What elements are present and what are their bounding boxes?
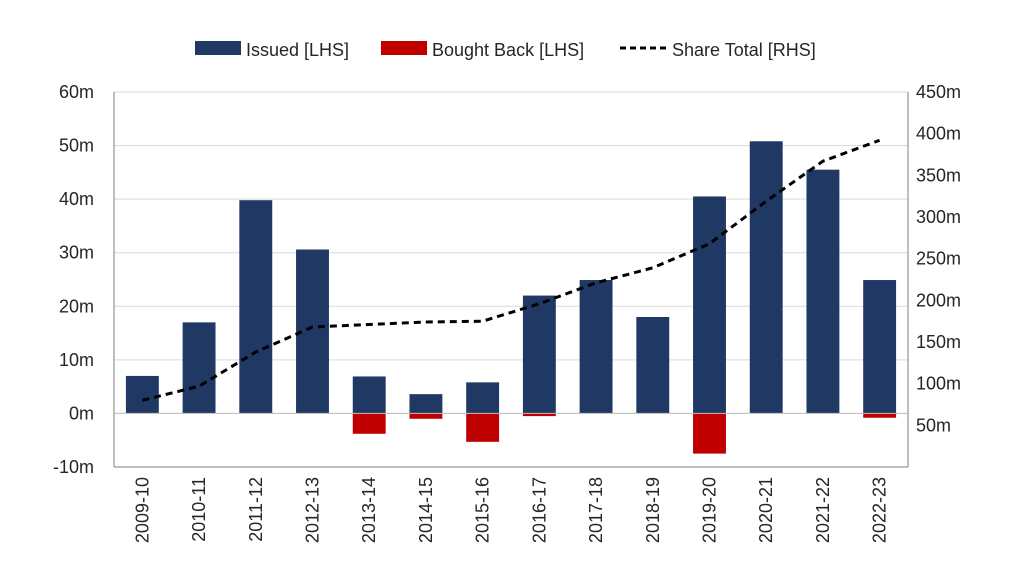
- legend-label-share-total: Share Total [RHS]: [672, 40, 816, 60]
- x-tick-label: 2009-10: [132, 477, 152, 543]
- left-tick-label: 60m: [59, 82, 94, 102]
- bar-issued: [693, 196, 726, 414]
- right-tick-label: 300m: [916, 207, 961, 227]
- bar-bought-back: [522, 413, 556, 417]
- x-axis-ticks: 2009-10 2010-11 2011-12 2012-13 2013-14 2014-…: [132, 477, 889, 543]
- left-tick-label: 40m: [59, 189, 94, 209]
- share-total-line-layer: [142, 138, 881, 402]
- bar-bought-back: [693, 413, 726, 454]
- legend-swatch-issued: [195, 41, 241, 55]
- x-tick-label: 2019-20: [700, 477, 720, 543]
- gridlines: [114, 91, 908, 468]
- share-total-line: [142, 138, 881, 402]
- bar-bought-back: [863, 413, 897, 418]
- x-tick-label: 2021-22: [813, 477, 833, 543]
- bar-bought-back: [466, 413, 500, 442]
- left-tick-label: -10m: [53, 457, 94, 477]
- x-tick-label: 2012-13: [303, 477, 323, 543]
- bar-issued: [466, 382, 500, 414]
- bar-issued: [409, 394, 443, 414]
- legend-swatch-bought-back: [381, 41, 427, 55]
- x-tick-label: 2015-16: [473, 477, 493, 543]
- bar-issued: [125, 375, 159, 414]
- left-tick-label: 0m: [69, 403, 94, 423]
- left-tick-label: 50m: [59, 136, 94, 156]
- x-tick-label: 2016-17: [529, 477, 549, 543]
- x-tick-label: 2018-19: [643, 477, 663, 543]
- bar-issued: [352, 376, 386, 414]
- bar-bought-back: [409, 413, 443, 419]
- x-tick-label: 2011-12: [246, 477, 266, 542]
- right-tick-label: 50m: [916, 415, 951, 435]
- bar-issued: [636, 317, 670, 414]
- x-tick-label: 2010-11: [189, 477, 209, 542]
- x-tick-label: 2022-23: [870, 477, 890, 543]
- right-tick-label: 200m: [916, 290, 961, 310]
- left-axis-ticks: -10m 0m 10m 20m 30m 40m 50m 60m: [53, 82, 94, 477]
- right-tick-label: 450m: [916, 82, 961, 102]
- right-tick-label: 250m: [916, 249, 961, 269]
- right-tick-label: 100m: [916, 374, 961, 394]
- bar-issued: [522, 295, 556, 414]
- legend: Issued [LHS] Bought Back [LHS] Share Tot…: [195, 40, 816, 60]
- bar-bought-back: [352, 413, 386, 434]
- x-tick-label: 2017-18: [586, 477, 606, 543]
- left-tick-label: 10m: [59, 350, 94, 370]
- right-axis-ticks: 50m 100m 150m 200m 250m 300m 350m 400m 450m: [916, 82, 961, 435]
- right-tick-label: 150m: [916, 332, 961, 352]
- bar-issued: [863, 280, 897, 414]
- legend-label-issued: Issued [LHS]: [246, 40, 349, 60]
- bar-issued: [749, 141, 783, 414]
- bar-issued: [182, 322, 216, 414]
- right-tick-label: 350m: [916, 165, 961, 185]
- bar-issued: [806, 169, 840, 414]
- left-tick-label: 20m: [59, 296, 94, 316]
- x-tick-label: 2014-15: [416, 477, 436, 543]
- legend-label-bought-back: Bought Back [LHS]: [432, 40, 584, 60]
- right-tick-label: 400m: [916, 124, 961, 144]
- axes: [113, 92, 909, 468]
- x-tick-label: 2020-21: [756, 477, 776, 543]
- left-tick-label: 30m: [59, 243, 94, 263]
- bar-issued: [239, 200, 273, 414]
- x-tick-label: 2013-14: [359, 477, 379, 543]
- bars: [125, 141, 897, 454]
- bar-issued: [579, 280, 613, 414]
